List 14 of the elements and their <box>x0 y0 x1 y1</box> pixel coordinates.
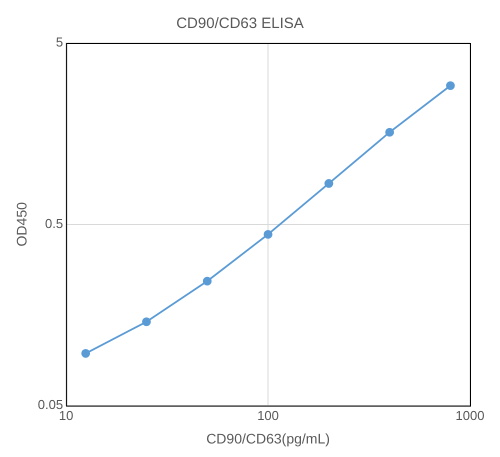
point <box>264 230 272 239</box>
y-tick-label: 5 <box>56 34 64 50</box>
point <box>142 317 151 326</box>
point <box>81 349 90 358</box>
y-axis-title: OD450 <box>13 202 30 246</box>
point <box>385 128 394 137</box>
x-tick-label: 1000 <box>456 408 484 423</box>
point <box>202 276 212 286</box>
x-tick-label: 100 <box>257 408 279 423</box>
y-tick-label: 0.5 <box>45 216 64 231</box>
point <box>446 81 455 90</box>
chart-title: CD90/CD63 ELISA <box>176 15 304 32</box>
point <box>324 179 334 188</box>
x-axis-title: CD90/CD63(pg/mL) <box>206 430 330 446</box>
